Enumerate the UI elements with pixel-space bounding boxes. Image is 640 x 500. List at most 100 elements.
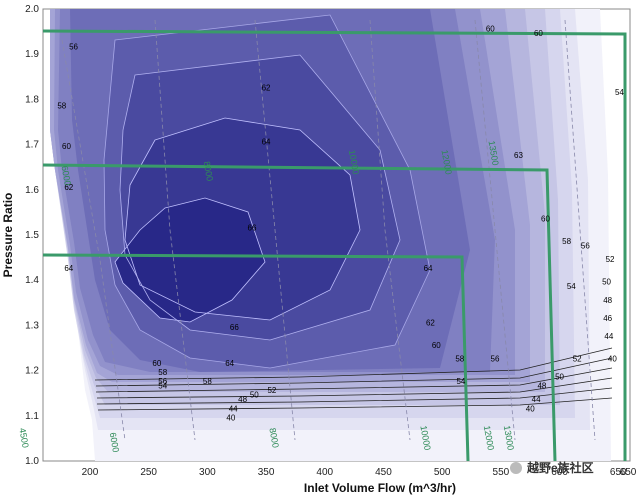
watermark: 越野e族社区 bbox=[510, 460, 594, 475]
y-tick-label: 1.7 bbox=[25, 140, 39, 151]
efficiency-label: 58 bbox=[158, 368, 167, 377]
speed-line-10000 bbox=[369, 19, 411, 441]
efficiency-label: 64 bbox=[225, 359, 234, 368]
efficiency-label: 54 bbox=[615, 88, 624, 97]
y-tick-label: 2.0 bbox=[25, 4, 39, 15]
y-tick-label: 1.8 bbox=[25, 94, 39, 105]
y-tick-label: 1.0 bbox=[25, 456, 39, 467]
efficiency-label: 64 bbox=[424, 264, 433, 273]
speed-label: 8000 bbox=[267, 427, 280, 448]
efficiency-label: 62 bbox=[262, 83, 271, 92]
boundary-line-mid bbox=[42, 163, 557, 462]
efficiency-label: 56 bbox=[581, 242, 590, 251]
efficiency-label: 54 bbox=[567, 282, 576, 291]
efficiency-label: 60 bbox=[62, 142, 71, 151]
speed-label: 13000 bbox=[502, 425, 516, 451]
speed-boundary-layer bbox=[42, 29, 627, 462]
efficiency-label: 64 bbox=[64, 264, 73, 273]
efficiency-label: 48 bbox=[603, 296, 612, 305]
efficiency-label: 48 bbox=[537, 382, 546, 391]
efficiency-label: 60 bbox=[152, 359, 161, 368]
wechat-icon bbox=[510, 462, 522, 474]
y-tick-label: 1.2 bbox=[25, 366, 39, 377]
boundary-line-low bbox=[42, 253, 470, 462]
boundary-line-top bbox=[42, 29, 627, 461]
contour-line-low-4 bbox=[96, 377, 613, 399]
efficiency-label: 56 bbox=[158, 377, 167, 386]
speed-label: 13500 bbox=[486, 140, 500, 166]
efficiency-label: 50 bbox=[602, 278, 611, 287]
efficiency-label: 52 bbox=[267, 386, 276, 395]
efficiency-label: 50 bbox=[250, 391, 259, 400]
y-tick-label: 1.5 bbox=[25, 230, 39, 241]
speed-label: 6000 bbox=[108, 432, 121, 453]
y-axis-ticks: 1.0 1.1 1.2 1.3 1.4 1.5 1.6 1.7 1.8 1.9 2.0 bbox=[25, 4, 39, 467]
speed-line-12000 bbox=[474, 19, 516, 441]
efficiency-label: 52 bbox=[606, 255, 615, 264]
y-tick-label: 1.4 bbox=[25, 275, 39, 286]
x-tick-label: 400 bbox=[316, 467, 333, 478]
x-tick-label: 650 bbox=[610, 467, 627, 478]
speed-line-layer bbox=[61, 19, 596, 441]
efficiency-label: 40 bbox=[526, 404, 535, 413]
x-axis-label: Inlet Volume Flow (m^3/hr) bbox=[304, 481, 456, 495]
efficiency-label: 58 bbox=[57, 101, 66, 110]
efficiency-label: 44 bbox=[532, 395, 541, 404]
efficiency-label: 58 bbox=[203, 377, 212, 386]
efficiency-label: 56 bbox=[69, 43, 78, 52]
efficiency-label: 60 bbox=[541, 214, 550, 223]
contour-line-inner bbox=[114, 197, 266, 323]
x-tick-label: 200 bbox=[82, 467, 99, 478]
contour-line-low-2 bbox=[95, 357, 613, 387]
contour-line-low-6 bbox=[97, 397, 613, 411]
contour-line-60 bbox=[103, 14, 431, 369]
x-tick-label: 450 bbox=[375, 467, 392, 478]
speed-label: 10000 bbox=[418, 425, 432, 451]
efficiency-label: 48 bbox=[238, 395, 247, 404]
contour-line-layer bbox=[94, 14, 613, 411]
efficiency-label: 64 bbox=[262, 138, 271, 147]
watermark-text: 越野e族社区 bbox=[526, 460, 594, 475]
efficiency-label: 54 bbox=[158, 382, 167, 391]
contour-line-64 bbox=[124, 117, 361, 321]
efficiency-label: 44 bbox=[604, 332, 613, 341]
y-axis-label: Pressure Ratio bbox=[1, 193, 15, 278]
x-tick-label: 300 bbox=[199, 467, 216, 478]
y-tick-label: 1.3 bbox=[25, 320, 39, 331]
speed-label: 12000 bbox=[440, 149, 454, 175]
speed-label: 4500 bbox=[17, 427, 30, 448]
speed-label-layer: 4500 6000 6000 8000 8000 10000 10000 12000 12000… bbox=[17, 140, 516, 453]
efficiency-label: 52 bbox=[573, 355, 582, 364]
speed-line-8000 bbox=[254, 19, 296, 441]
efficiency-label: 40 bbox=[226, 413, 235, 422]
speed-line-4500 bbox=[61, 39, 126, 441]
efficiency-label: 50 bbox=[555, 373, 564, 382]
efficiency-label: 66 bbox=[248, 223, 257, 232]
x-tick-label: 500 bbox=[434, 467, 451, 478]
y-tick-label: 1.9 bbox=[25, 49, 39, 60]
efficiency-label: 60 bbox=[486, 25, 495, 34]
efficiency-label: 58 bbox=[562, 237, 571, 246]
x-tick-label: 350 bbox=[258, 467, 275, 478]
y-tick-label: 1.1 bbox=[25, 411, 39, 422]
efficiency-label: 56 bbox=[491, 355, 500, 364]
speed-label: 10000 bbox=[347, 149, 361, 175]
efficiency-label: 40 bbox=[608, 355, 617, 364]
x-tick-label: 250 bbox=[140, 467, 157, 478]
efficiency-label: 63 bbox=[514, 151, 523, 160]
speed-line-13000 bbox=[564, 19, 596, 441]
efficiency-label: 66 bbox=[230, 323, 239, 332]
efficiency-label: 46 bbox=[603, 314, 612, 323]
x-tick-label: 600 bbox=[551, 467, 568, 478]
speed-label: 12000 bbox=[482, 425, 496, 451]
efficiency-label: 54 bbox=[456, 377, 465, 386]
efficiency-label: 58 bbox=[455, 355, 464, 364]
efficiency-label: 62 bbox=[64, 183, 73, 192]
efficiency-label: 60 bbox=[534, 29, 543, 38]
contour-line-low-1 bbox=[94, 347, 613, 381]
speed-label: 6000 bbox=[60, 165, 73, 186]
speed-label: 8000 bbox=[202, 160, 215, 181]
